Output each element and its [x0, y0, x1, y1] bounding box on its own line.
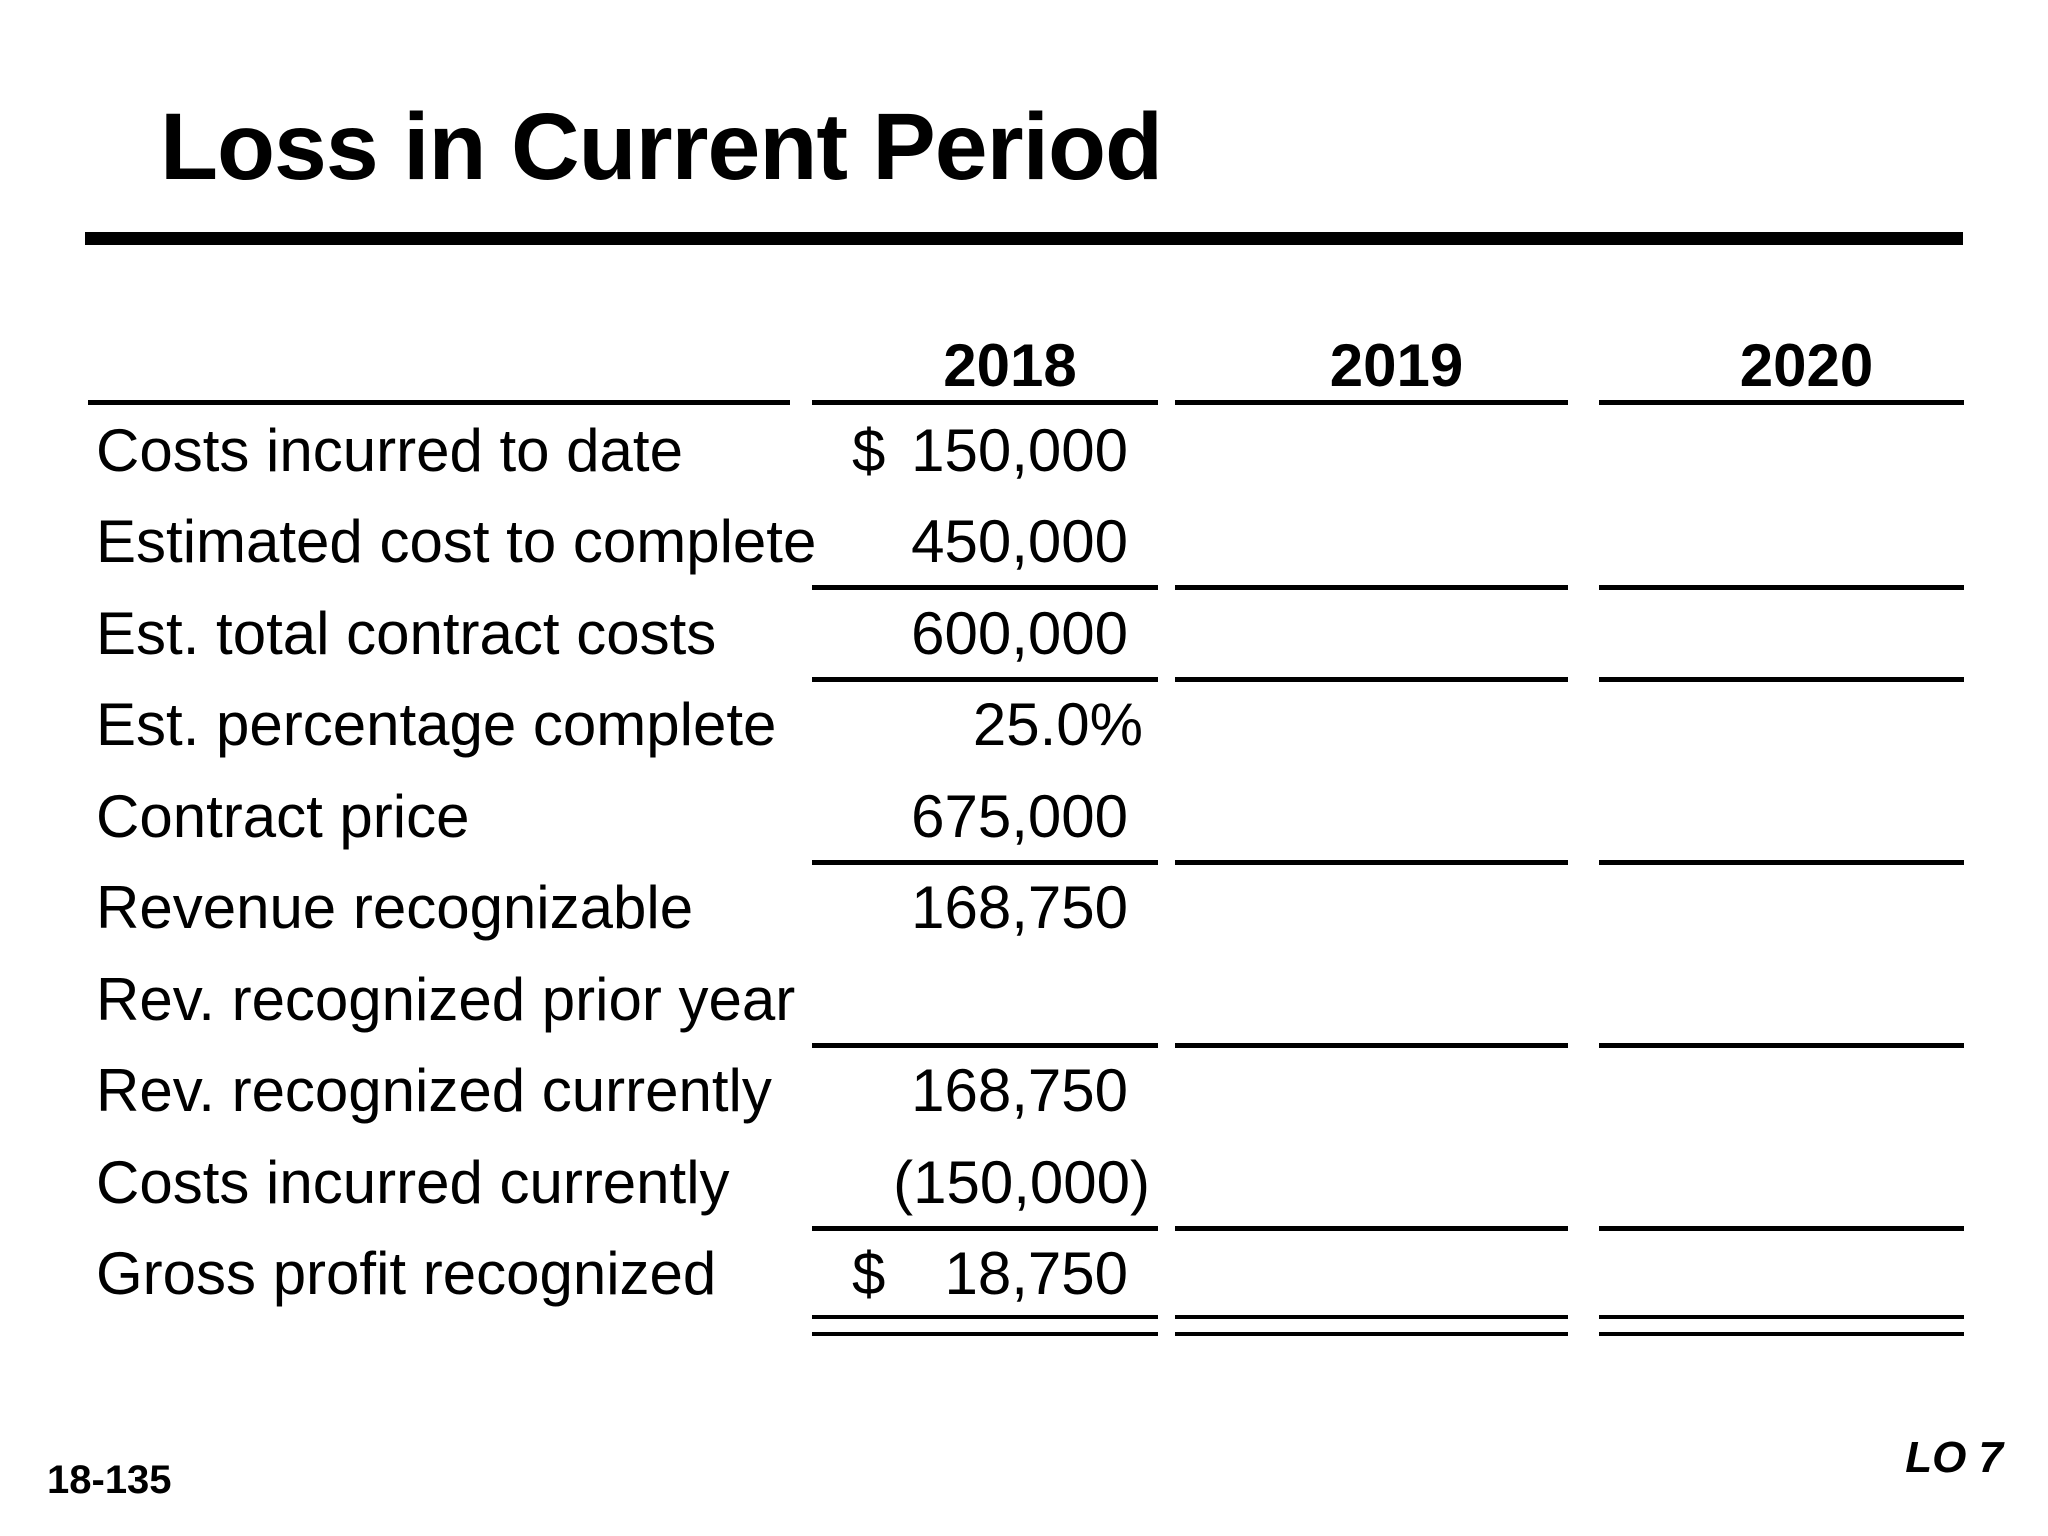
row-label: Rev. recognized prior year [96, 966, 796, 1033]
col-header-2020: 2020 [1739, 332, 1874, 399]
subtotal-rule [812, 585, 1158, 590]
row-label: Est. percentage complete [96, 691, 777, 758]
value-2018: (150,000) [893, 1149, 1150, 1216]
value-2018: 600,000 [911, 600, 1128, 667]
row-label: Contract price [96, 783, 470, 850]
title-underline [85, 232, 1963, 245]
value-2018: 450,000 [911, 508, 1128, 575]
subtotal-rule [1599, 1226, 1964, 1231]
col-header-2019: 2019 [1329, 332, 1464, 399]
total-double-rule [1175, 1332, 1568, 1336]
subtotal-rule [1599, 860, 1964, 865]
value-2018: 675,000 [911, 783, 1128, 850]
row-label: Est. total contract costs [96, 600, 717, 667]
subtotal-rule [1599, 1043, 1964, 1048]
subtotal-rule [1599, 585, 1964, 590]
learning-objective-label: LO 7 [1905, 1433, 2003, 1482]
subtotal-rule [812, 677, 1158, 682]
subtotal-rule [1175, 1043, 1568, 1048]
value-2018: 18,750 [944, 1240, 1128, 1307]
header-rule-2018 [812, 400, 1158, 405]
total-double-rule [812, 1332, 1158, 1336]
value-2018: 168,750 [911, 1057, 1128, 1124]
subtotal-rule [812, 860, 1158, 865]
total-double-rule [812, 1315, 1158, 1319]
value-2018: 150,000 [911, 417, 1128, 484]
dollar-sign: $ [852, 1240, 886, 1307]
subtotal-rule [1175, 860, 1568, 865]
page-number: 18-135 [47, 1458, 172, 1502]
col-header-2018: 2018 [943, 332, 1077, 399]
row-label: Costs incurred currently [96, 1149, 730, 1216]
subtotal-rule [812, 1043, 1158, 1048]
subtotal-rule [812, 1226, 1158, 1231]
subtotal-rule [1175, 677, 1568, 682]
subtotal-rule [1175, 585, 1568, 590]
header-rule-2020 [1599, 400, 1964, 405]
row-label: Revenue recognizable [96, 874, 694, 941]
row-label: Rev. recognized currently [96, 1057, 772, 1124]
value-2018: 168,750 [911, 874, 1128, 941]
total-double-rule [1599, 1315, 1964, 1319]
subtotal-rule [1599, 677, 1964, 682]
subtotal-rule [1175, 1226, 1568, 1231]
header-rule-labels [88, 400, 790, 405]
dollar-sign: $ [852, 417, 886, 484]
value-2018 [812, 969, 1128, 1031]
total-double-rule [1175, 1315, 1568, 1319]
page-title: Loss in Current Period [160, 94, 1163, 200]
row-label: Costs incurred to date [96, 417, 683, 484]
value-2018: 25.0% [972, 691, 1143, 758]
row-label: Estimated cost to complete [96, 508, 817, 575]
total-double-rule [1599, 1332, 1964, 1336]
header-rule-2019 [1175, 400, 1568, 405]
row-label: Gross profit recognized [96, 1240, 717, 1307]
